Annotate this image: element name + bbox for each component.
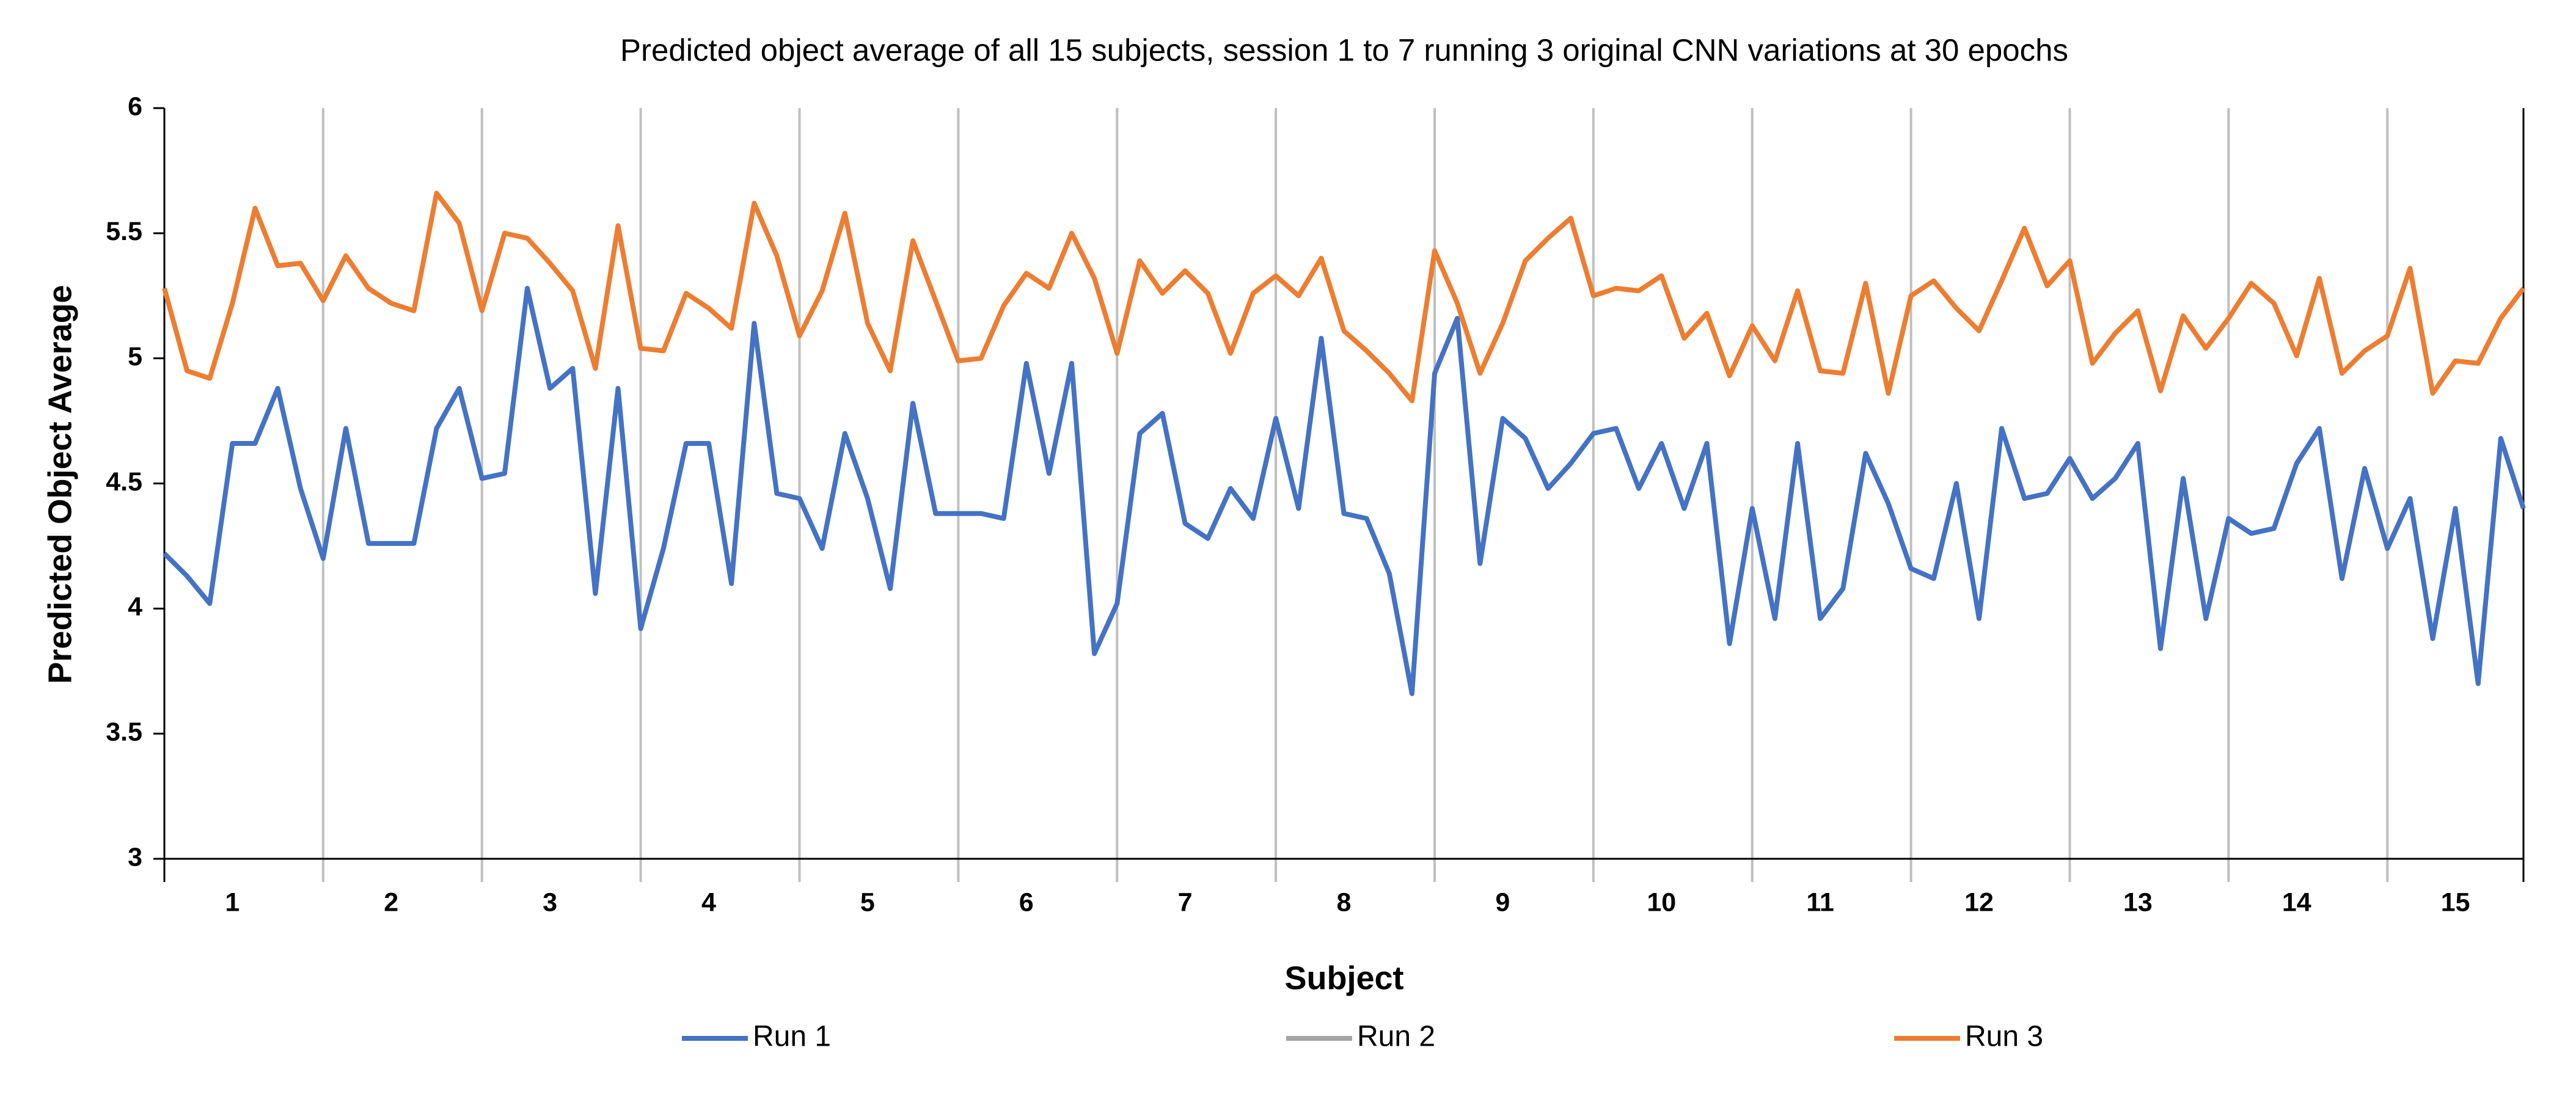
- chart-title: Predicted object average of all 15 subje…: [620, 32, 2068, 67]
- x-tick-label: 6: [1019, 887, 1034, 917]
- x-tick-label: 10: [1647, 887, 1676, 917]
- y-tick-label: 5.5: [106, 217, 142, 246]
- x-tick-label: 4: [701, 887, 716, 917]
- legend-label: Run 3: [1965, 1021, 2043, 1053]
- series-line: [163, 286, 2526, 696]
- y-tick-label: 4.5: [106, 467, 142, 497]
- x-tick-label: 7: [1178, 887, 1193, 917]
- x-tick-label: 11: [1806, 887, 1834, 917]
- y-tick-label: 4: [128, 592, 142, 622]
- legend-label: Run 2: [1357, 1021, 1435, 1053]
- x-tick-label: 12: [1964, 887, 1994, 917]
- x-tick-label: 15: [2441, 887, 2470, 917]
- y-tick-label: 3.5: [106, 718, 142, 747]
- x-tick-label: 14: [2282, 887, 2311, 917]
- y-tick-label: 6: [128, 92, 142, 121]
- x-tick-label: 9: [1495, 887, 1510, 917]
- series-line: [162, 191, 2526, 404]
- x-tick-label: 3: [543, 887, 557, 917]
- x-tick-label: 13: [2123, 887, 2153, 917]
- legend-label: Run 1: [753, 1021, 831, 1053]
- y-tick-label: 3: [128, 842, 142, 872]
- x-tick-label: 5: [860, 887, 875, 917]
- x-tick-label: 1: [225, 887, 240, 917]
- x-axis-title: Subject: [1284, 960, 1403, 996]
- y-tick-label: 5: [128, 342, 142, 371]
- x-tick-label: 8: [1337, 887, 1352, 917]
- y-axis-title: Predicted Object Average: [42, 285, 78, 683]
- x-tick-label: 2: [384, 887, 398, 917]
